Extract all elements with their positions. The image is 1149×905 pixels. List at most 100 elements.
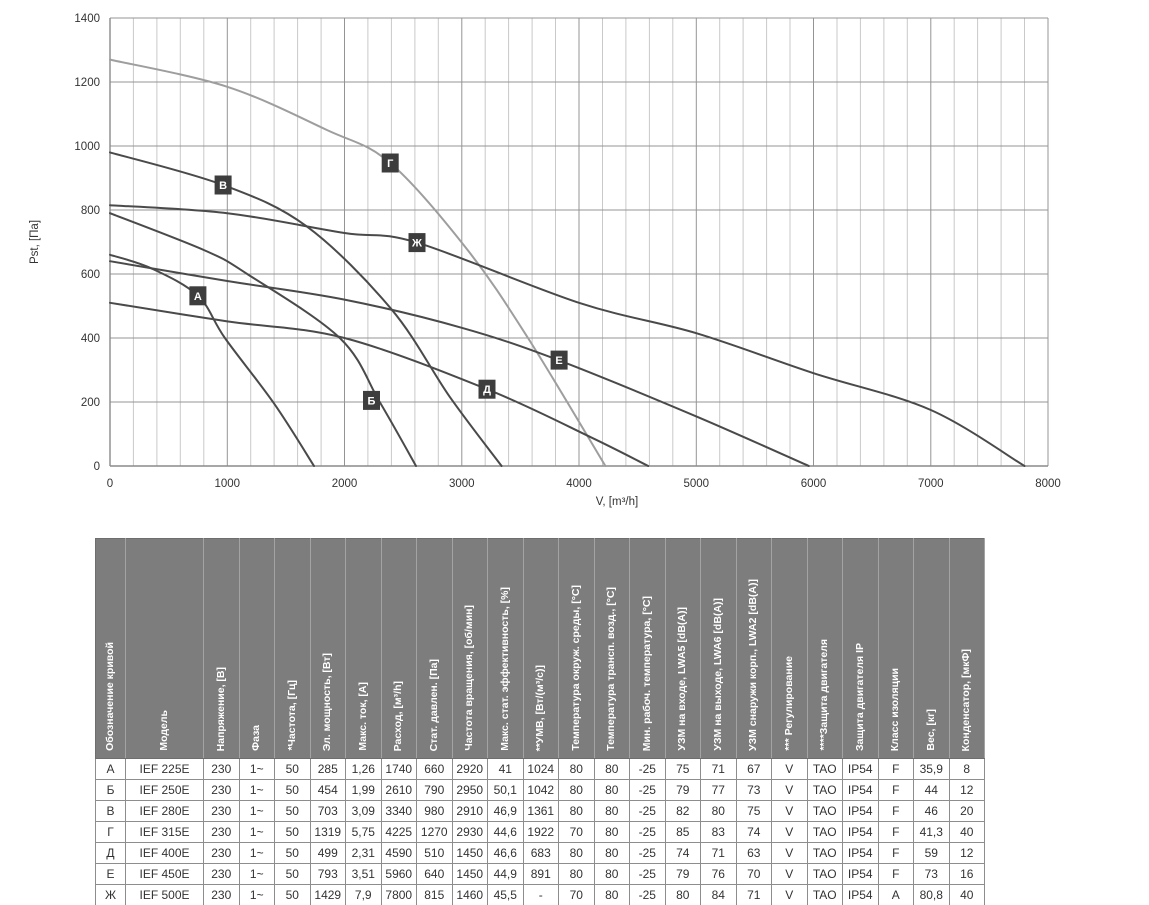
table-row-IEF-315E: Г IEF 315E 230 1~ 50 1319 5,75 4225 1270 2930 44,6…: [95, 821, 985, 843]
cell-r2-c0: В: [95, 800, 126, 822]
cell-r6-c10: 45,5: [487, 884, 524, 905]
column-header-11: **УМВ, [Вт/(м³/с)]: [523, 538, 559, 759]
cell-r0-c2: 230: [203, 758, 240, 780]
curve-Ж: [109, 204, 1026, 467]
cell-r5-c11: 891: [522, 863, 559, 885]
cell-r6-c1: IEF 500E: [125, 884, 204, 905]
cell-r1-c4: 50: [274, 779, 311, 801]
curve-Г: [109, 58, 607, 467]
column-header-2: Напряжение, [В]: [203, 538, 240, 759]
column-header-14: Мин. рабоч. температура, [°С]: [629, 538, 666, 759]
x-tick-label: 7000: [918, 478, 944, 490]
cell-r2-c11: 1361: [522, 800, 559, 822]
cell-r6-c8: 815: [416, 884, 453, 905]
table-row-IEF-450E: Е IEF 450E 230 1~ 50 793 3,51 5960 640 1450 44,9 89…: [95, 863, 985, 885]
column-header-20: Защита двигателя IP: [842, 538, 879, 759]
column-header-label: Макс. ток, [А]: [356, 682, 369, 751]
cell-r1-c10: 50,1: [487, 779, 524, 801]
table-row-IEF-225E: А IEF 225E 230 1~ 50 285 1,26 1740 660 2920 41 1024…: [95, 758, 985, 780]
cell-r6-c7: 7800: [380, 884, 417, 905]
cell-r6-c2: 230: [203, 884, 240, 905]
cell-r4-c16: 71: [700, 842, 737, 864]
column-header-21: Класс изоляции: [878, 538, 914, 759]
cell-r1-c20: IP54: [842, 779, 879, 801]
curve-label-box-Г: [381, 153, 399, 173]
cell-r6-c9: 1460: [451, 884, 488, 905]
cell-r1-c21: F: [877, 779, 914, 801]
cell-r3-c12: 70: [558, 821, 595, 843]
cell-r4-c18: V: [771, 842, 808, 864]
cell-r2-c8: 980: [416, 800, 453, 822]
curve-labels: А Б В Г Д Е Ж: [189, 153, 568, 410]
column-header-16: УЗМ на выходе, LWA6 [dB(A)]: [700, 538, 737, 759]
curve-label-text-А: А: [194, 291, 202, 303]
cell-r3-c19: TAO: [806, 821, 843, 843]
curve-label-box-А: [189, 286, 207, 306]
y-axis-title: Pst, [Па]: [29, 220, 41, 264]
grid: [109, 17, 1049, 467]
cell-r0-c8: 660: [416, 758, 453, 780]
cell-r2-c17: 75: [735, 800, 772, 822]
cell-r0-c6: 1,26: [345, 758, 382, 780]
cell-r5-c21: F: [877, 863, 914, 885]
cell-r6-c4: 50: [274, 884, 311, 905]
curve-label-box-Ж: [408, 233, 426, 253]
cell-r5-c17: 70: [735, 863, 772, 885]
column-header-9: Частота вращения, [об/мин]: [452, 538, 488, 759]
cell-r4-c13: 80: [593, 842, 630, 864]
cell-r5-c18: V: [771, 863, 808, 885]
curve-label-text-В: В: [219, 180, 227, 192]
cell-r2-c12: 80: [558, 800, 595, 822]
cell-r0-c11: 1024: [522, 758, 559, 780]
cell-r5-c2: 230: [203, 863, 240, 885]
cell-r2-c23: 20: [948, 800, 985, 822]
cell-r6-c18: V: [771, 884, 808, 905]
column-header-label: Класс изоляции: [889, 667, 902, 751]
cell-r2-c2: 230: [203, 800, 240, 822]
cell-r4-c4: 50: [274, 842, 311, 864]
x-tick-label: 8000: [1035, 478, 1061, 490]
column-header-label: Обозначение кривой: [103, 642, 116, 751]
column-header-label: Напряжение, [В]: [214, 666, 227, 751]
y-tick-label: 600: [81, 269, 100, 281]
cell-r1-c15: 79: [664, 779, 701, 801]
cell-r4-c20: IP54: [842, 842, 879, 864]
column-header-label: Эл. мощность, [Вт]: [321, 652, 334, 751]
cell-r0-c1: IEF 225E: [125, 758, 204, 780]
cell-r1-c18: V: [771, 779, 808, 801]
cell-r1-c23: 12: [948, 779, 985, 801]
cell-r2-c15: 82: [664, 800, 701, 822]
fan-performance-chart: 0 200 400 600 800 1000 1200 1400 0 1000 2000 3000 40…: [29, 13, 1061, 508]
curve-label-text-Ж: Ж: [411, 238, 422, 250]
cell-r3-c23: 40: [948, 821, 985, 843]
cell-r2-c19: TAO: [806, 800, 843, 822]
cell-r4-c21: F: [877, 842, 914, 864]
curve-label-box-Е: [550, 350, 568, 370]
column-header-label: Макс. стат. эффективность, [%]: [498, 587, 511, 751]
column-header-label: Температура окруж. среды, [°С]: [569, 585, 582, 751]
y-tick-label: 800: [81, 205, 100, 217]
cell-r4-c23: 12: [948, 842, 985, 864]
column-header-19: ****Защита двигателя: [807, 538, 843, 759]
cell-r6-c19: TAO: [806, 884, 843, 905]
column-header-label: Конденсатор, [мкФ]: [960, 648, 973, 751]
cell-r6-c13: 80: [593, 884, 630, 905]
column-header-label: **УМВ, [Вт/(м³/с)]: [534, 664, 547, 751]
cell-r3-c15: 85: [664, 821, 701, 843]
cell-r6-c21: A: [877, 884, 914, 905]
cell-r1-c22: 44: [913, 779, 950, 801]
x-tick-label: 3000: [449, 478, 475, 490]
curve-Е: [109, 260, 810, 467]
cell-r0-c0: А: [95, 758, 126, 780]
cell-r5-c22: 73: [913, 863, 950, 885]
column-header-label: *Частота, [Гц]: [285, 680, 298, 751]
cell-r3-c11: 1922: [522, 821, 559, 843]
spec-table-header-row: Обозначение кривой Модель Напряжение, [В] Ф…: [95, 538, 985, 759]
cell-r5-c3: 1~: [238, 863, 275, 885]
cell-r4-c3: 1~: [238, 842, 275, 864]
cell-r6-c15: 80: [664, 884, 701, 905]
cell-r6-c11: -: [522, 884, 559, 905]
cell-r6-c6: 7,9: [345, 884, 382, 905]
cell-r4-c8: 510: [416, 842, 453, 864]
cell-r1-c12: 80: [558, 779, 595, 801]
